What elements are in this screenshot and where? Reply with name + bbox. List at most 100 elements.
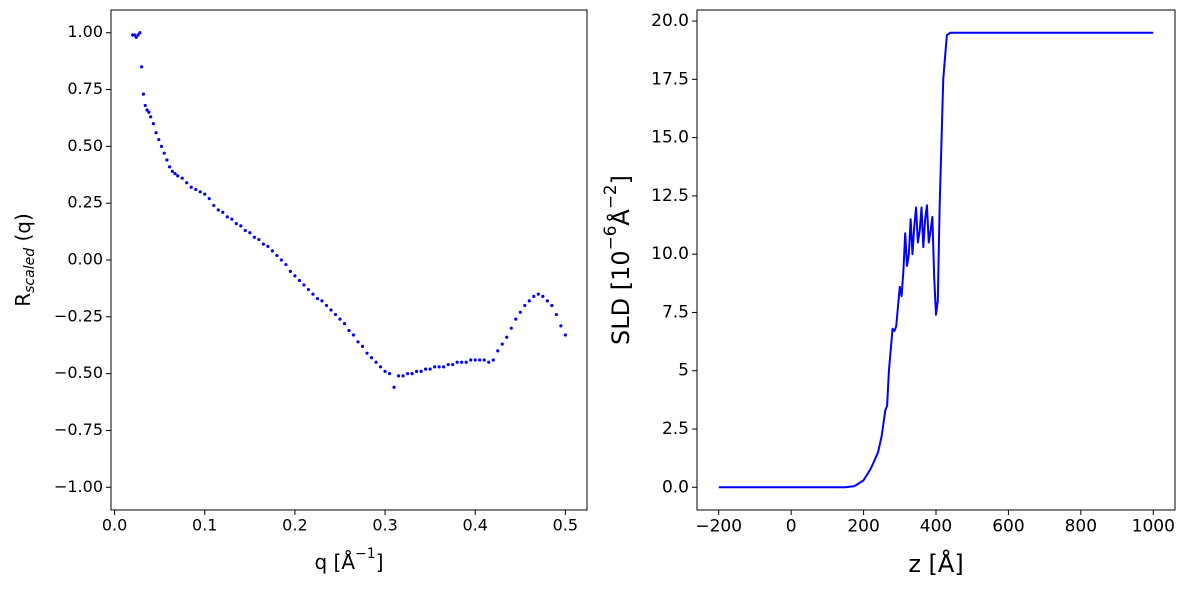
- label-part: ]: [607, 175, 635, 184]
- y-tick-label: 12.5: [651, 186, 689, 206]
- x-axis-label: q [Å−1]: [315, 546, 384, 574]
- label-part: R: [11, 293, 35, 307]
- data-point: [460, 360, 464, 364]
- data-point: [239, 224, 243, 228]
- data-point: [266, 244, 270, 248]
- data-point: [523, 303, 527, 308]
- y-tick-label: 7.5: [662, 302, 689, 322]
- data-point: [154, 131, 158, 135]
- data-point: [424, 367, 428, 371]
- x-tick-label: −200: [695, 517, 742, 537]
- data-point: [518, 310, 522, 314]
- data-point: [536, 292, 540, 296]
- x-tick-label: 200: [847, 517, 879, 537]
- data-point: [143, 103, 147, 108]
- axes-frame: [110, 9, 588, 511]
- label-part: (q): [11, 213, 35, 248]
- data-point: [428, 367, 432, 371]
- subplot: 0.0 0.1 0.2 0.3 0.4 0.5 −1.00 −0.75 −0.50 −0.25 0.…: [11, 9, 588, 574]
- data-point: [392, 385, 396, 389]
- subplot: −200 0 200 400 600 800 1000 0.0 2.5 5 7.5 10.0 12.5 1…: [600, 9, 1176, 578]
- data-point: [132, 33, 137, 37]
- x-axis-label: z [Å]: [908, 549, 963, 578]
- data-point: [527, 299, 531, 303]
- subscript: scaled: [22, 248, 38, 293]
- data-point: [288, 269, 293, 273]
- data-point: [469, 358, 473, 362]
- data-point: [464, 360, 468, 364]
- superscript: −6: [600, 226, 620, 251]
- data-point: [383, 369, 387, 373]
- data-point: [165, 158, 169, 162]
- y-tick-label: 0.50: [67, 136, 103, 155]
- y-tick-label: 0.25: [67, 193, 103, 212]
- data-point: [203, 192, 207, 196]
- data-point: [243, 228, 247, 233]
- data-point: [293, 274, 297, 278]
- data-point: [225, 215, 229, 219]
- data-point: [134, 35, 138, 39]
- data-point: [387, 372, 392, 376]
- data-point: [500, 342, 504, 346]
- data-point: [138, 31, 142, 35]
- data-point: [167, 165, 172, 169]
- data-point: [275, 253, 279, 258]
- label-part: q [Å: [315, 550, 356, 574]
- axes-frame: [696, 9, 1176, 511]
- data-point: [306, 287, 311, 292]
- data-point: [284, 262, 288, 267]
- data-point: [315, 297, 320, 301]
- y-tick-label: 0.75: [67, 79, 103, 98]
- data-point: [279, 258, 283, 262]
- data-point: [491, 358, 495, 362]
- y-tick-label: 15.0: [651, 128, 689, 148]
- data-point: [261, 242, 265, 246]
- data-point: [324, 303, 329, 308]
- data-point: [351, 333, 356, 337]
- data-point: [185, 181, 189, 185]
- y-tick-label: 10.0: [651, 244, 689, 264]
- data-point: [559, 324, 563, 328]
- data-point: [419, 369, 423, 373]
- data-point: [145, 108, 149, 112]
- data-point: [173, 172, 177, 176]
- data-point: [311, 292, 315, 296]
- data-point: [149, 115, 153, 119]
- x-tick-label: 0.4: [462, 516, 487, 535]
- y-tick-label: −1.00: [54, 477, 103, 496]
- data-point: [505, 335, 509, 339]
- y-tick-label: 2.5: [662, 419, 689, 439]
- x-tick-label: 0: [786, 517, 797, 537]
- x-tick-label: 800: [1065, 517, 1097, 537]
- data-point: [297, 278, 302, 283]
- data-point: [455, 360, 459, 364]
- data-point: [140, 65, 144, 69]
- y-tick-label: −0.50: [54, 363, 103, 382]
- y-tick-label: 5: [678, 361, 689, 381]
- data-point: [207, 197, 211, 201]
- data-point: [333, 312, 338, 317]
- data-point: [212, 203, 216, 208]
- superscript: −2: [600, 184, 620, 209]
- data-point: [446, 362, 450, 367]
- label-part: z [Å]: [908, 549, 963, 578]
- label-part: Å: [606, 209, 635, 226]
- label-part: ]: [376, 550, 384, 574]
- data-point: [532, 294, 536, 298]
- y-tick-label: 1.00: [67, 22, 103, 41]
- data-point: [478, 358, 482, 362]
- x-tick-label: 0.1: [192, 516, 217, 535]
- y-axis-label: Rscaled (q): [11, 213, 39, 307]
- label-part: SLD [10: [607, 250, 635, 345]
- data-point: [451, 362, 455, 367]
- y-axis-label: SLD [10−6Å−2]: [600, 175, 635, 345]
- x-tick-label: 0.0: [102, 516, 127, 535]
- data-point: [437, 365, 441, 369]
- data-point: [563, 333, 567, 337]
- data-point: [514, 317, 518, 321]
- y-tick-label: 17.5: [651, 69, 689, 89]
- data-point: [194, 187, 198, 192]
- data-point: [329, 308, 333, 312]
- data-point: [415, 369, 419, 373]
